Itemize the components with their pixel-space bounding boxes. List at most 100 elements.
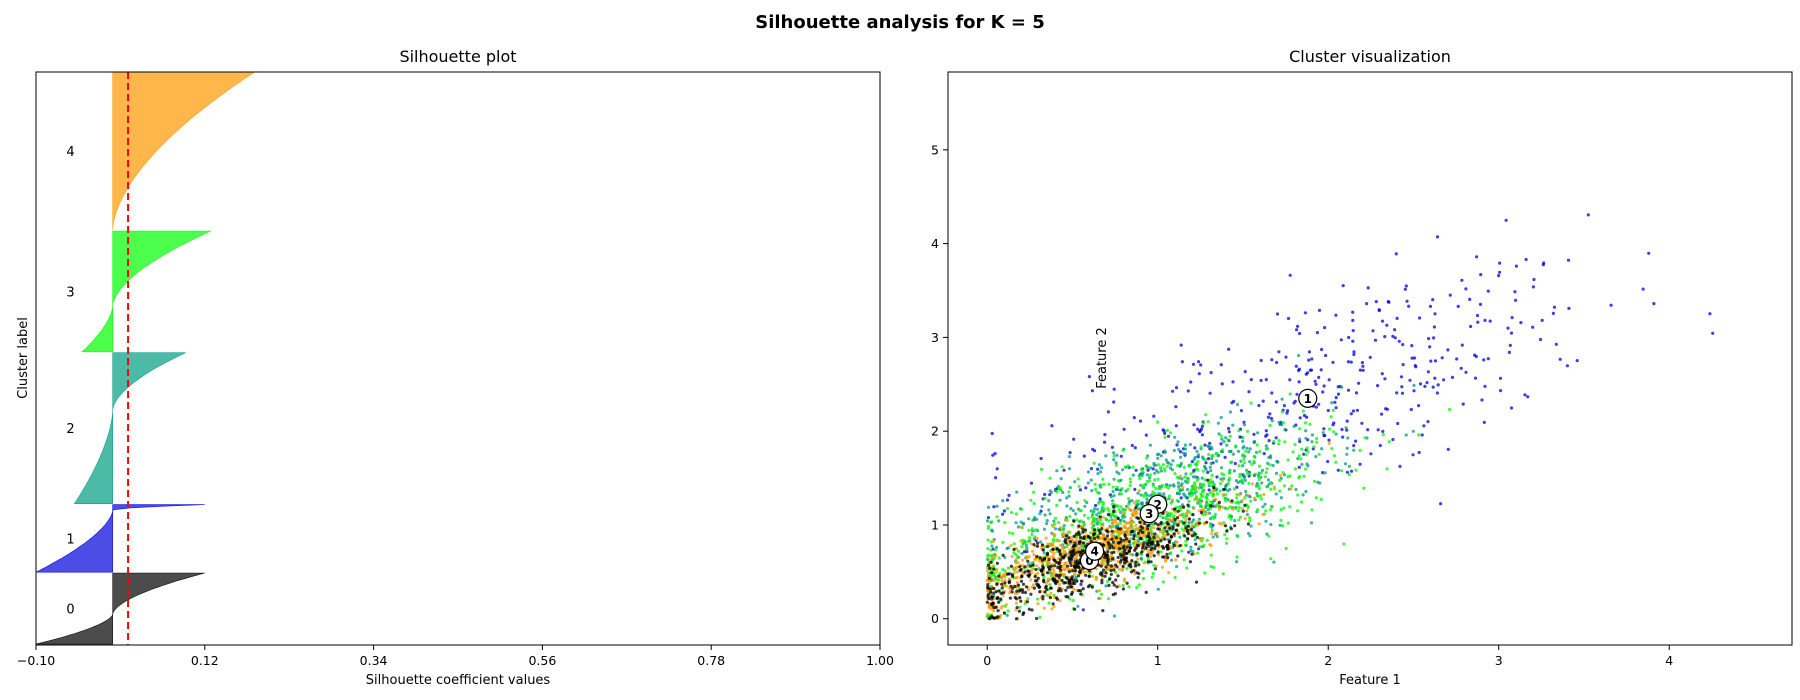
scatter-point <box>1373 338 1378 342</box>
scatter-point <box>1175 443 1179 447</box>
scatter-point <box>1025 600 1029 604</box>
scatter-point <box>1172 543 1176 548</box>
scatter-point <box>1006 566 1011 570</box>
scatter-point <box>1134 509 1139 513</box>
scatter-point <box>1241 436 1245 440</box>
scatter-point <box>1265 532 1269 536</box>
scatter-point <box>1178 535 1182 539</box>
y-tick-label: 5 <box>931 142 939 157</box>
scatter-point <box>1017 609 1022 613</box>
scatter-point <box>1126 506 1130 510</box>
scatter-point <box>1193 532 1197 536</box>
scatter-point <box>1221 505 1225 509</box>
scatter-point <box>986 505 991 509</box>
scatter-point <box>1210 515 1214 519</box>
scatter-point <box>1104 517 1108 521</box>
scatter-point <box>1241 481 1245 485</box>
scatter-point <box>1368 355 1372 359</box>
scatter-point <box>1137 531 1141 535</box>
scatter-point <box>1203 478 1207 482</box>
scatter-point <box>1132 416 1136 420</box>
scatter-point <box>1095 490 1099 494</box>
scatter-point <box>1345 446 1349 450</box>
scatter-point <box>1154 486 1158 490</box>
scatter-point <box>1046 571 1050 575</box>
scatter-point <box>1274 400 1278 404</box>
scatter-point <box>1156 463 1161 467</box>
scatter-point <box>1328 427 1332 431</box>
scatter-point <box>1078 488 1082 492</box>
scatter-point <box>1112 387 1116 391</box>
scatter-point <box>1044 581 1049 585</box>
scatter-point <box>1391 437 1395 442</box>
scatter-point <box>1039 540 1043 544</box>
scatter-point <box>986 538 990 542</box>
scatter-point <box>1132 534 1136 538</box>
scatter-point <box>1432 325 1436 329</box>
scatter-point <box>1310 433 1314 437</box>
scatter-point <box>1232 469 1236 473</box>
scatter-point <box>1224 499 1228 503</box>
scatter-point <box>1098 531 1102 535</box>
scatter-point <box>1111 485 1115 489</box>
scatter-point <box>1398 464 1402 468</box>
scatter-point <box>1144 546 1148 551</box>
scatter-point <box>1296 493 1300 497</box>
scatter-point <box>1161 516 1165 520</box>
scatter-point <box>1127 585 1131 589</box>
scatter-point <box>1072 548 1076 552</box>
scatter-point <box>1193 483 1197 487</box>
scatter-point <box>1302 474 1306 478</box>
scatter-point <box>1055 547 1059 551</box>
scatter-point <box>1079 589 1083 593</box>
scatter-point <box>1060 533 1065 537</box>
scatter-point <box>1062 572 1066 577</box>
scatter-point <box>1089 478 1093 482</box>
scatter-point <box>1320 347 1324 352</box>
scatter-point <box>1198 497 1202 501</box>
scatter-point <box>1304 372 1308 376</box>
scatter-point <box>1044 586 1048 590</box>
scatter-point <box>1068 597 1072 601</box>
scatter-point <box>1245 509 1249 513</box>
scatter-point <box>1178 513 1182 517</box>
scatter-point <box>1288 392 1292 396</box>
scatter-point <box>1111 521 1115 525</box>
scatter-point <box>1197 486 1201 490</box>
scatter-point <box>1145 456 1149 460</box>
scatter-point <box>1554 342 1558 346</box>
scatter-point <box>1024 585 1029 589</box>
scatter-point <box>1126 527 1130 531</box>
scatter-point <box>1234 479 1238 483</box>
scatter-point <box>1354 391 1359 395</box>
scatter-point <box>1552 305 1557 309</box>
scatter-point <box>1219 466 1224 470</box>
scatter-point <box>1433 359 1438 363</box>
scatter-point <box>1321 431 1325 435</box>
scatter-point <box>1090 515 1094 519</box>
scatter-point <box>999 597 1003 601</box>
scatter-point <box>1067 467 1072 471</box>
scatter-point <box>1446 348 1450 352</box>
scatter-point <box>1052 519 1056 523</box>
scatter-point <box>1038 615 1042 619</box>
scatter-point <box>1240 478 1244 482</box>
scatter-point <box>1262 452 1266 456</box>
scatter-point <box>1015 570 1020 574</box>
scatter-point <box>1442 378 1446 382</box>
scatter-point <box>1315 331 1319 335</box>
scatter-point <box>1259 471 1263 475</box>
scatter-point <box>1248 516 1252 520</box>
scatter-point <box>1005 613 1009 617</box>
scatter-point <box>1115 565 1119 569</box>
scatter-point <box>990 614 994 619</box>
scatter-point <box>1010 510 1014 515</box>
scatter-point <box>1154 544 1158 548</box>
scatter-point <box>1035 582 1039 586</box>
scatter-point <box>1102 482 1106 486</box>
scatter-point <box>1242 423 1247 427</box>
silhouette-y-axis-label: Cluster label <box>16 317 31 399</box>
scatter-point <box>1107 583 1111 588</box>
scatter-point <box>1142 541 1146 545</box>
